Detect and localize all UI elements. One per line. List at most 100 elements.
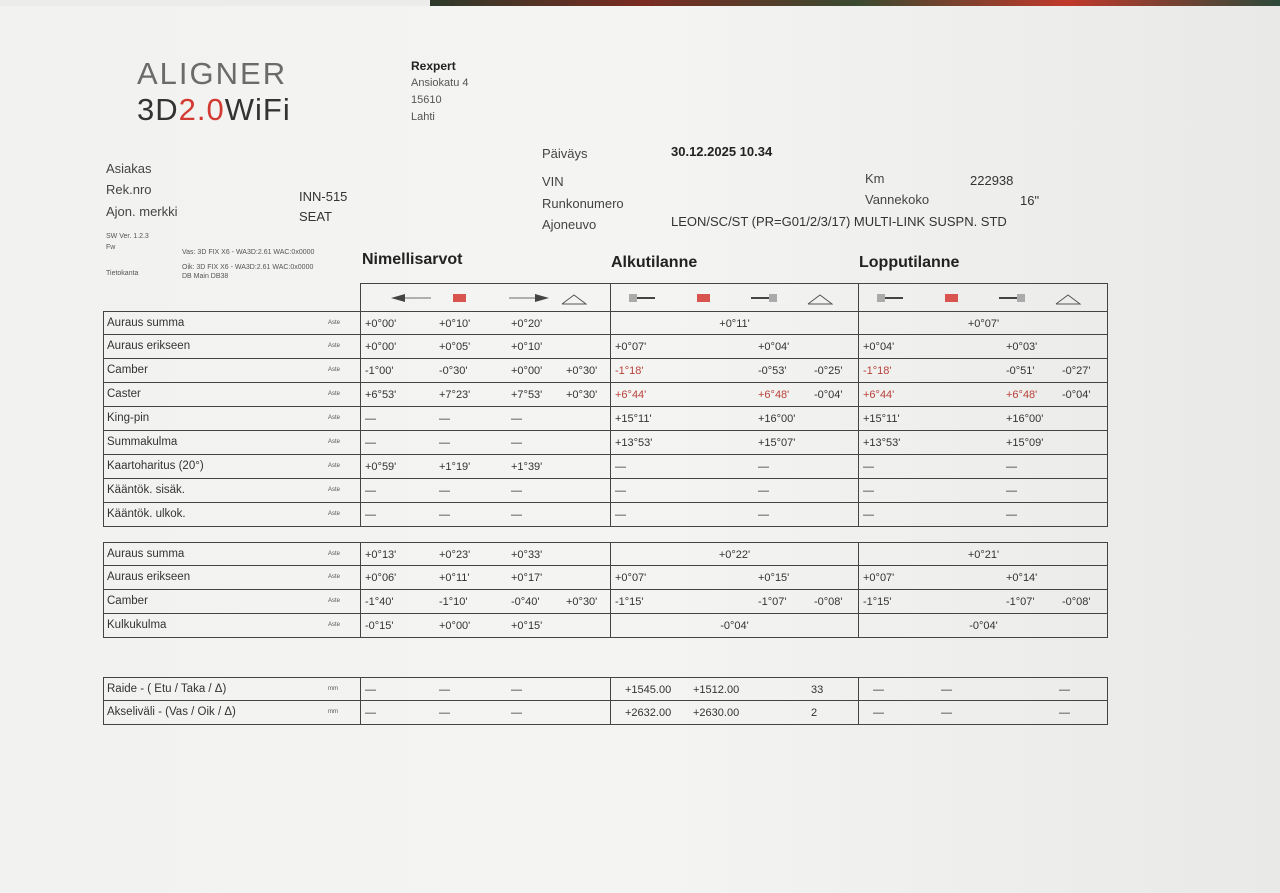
final-cell: -1°15' -1°07' -0°08' xyxy=(859,590,1108,613)
nominal-value: — xyxy=(439,707,450,719)
nominal-value: -0°40' xyxy=(511,596,540,608)
nominal-value: +0°15' xyxy=(511,620,543,632)
total-value: +0°22' xyxy=(718,549,751,561)
nominal-cell: +0°06' +0°11' +0°17' xyxy=(361,566,611,589)
right-value: +15°09' xyxy=(1006,437,1044,449)
initial-cell: +0°07' +0°04' xyxy=(611,335,859,358)
unit-label: Aste xyxy=(328,320,341,326)
vehicle-label: Ajoneuvo xyxy=(542,217,597,232)
plate-label: Rek.nro xyxy=(106,182,152,197)
right-value: +15°07' xyxy=(758,437,796,449)
left-value: — xyxy=(615,485,626,497)
right-value: — xyxy=(1006,485,1017,497)
table-row: Camber Aste -1°40' -1°10' -0°40' +0°30' -1°15'… xyxy=(103,590,1108,614)
logo-3d-wifi: 3D2.0WiFi xyxy=(137,92,291,128)
diff-value: -0°08' xyxy=(1062,596,1091,608)
right-value: +0°03' xyxy=(1006,341,1038,353)
section-initial: Alkutilanne xyxy=(611,254,698,271)
diff-value: -0°25' xyxy=(814,365,843,377)
km-value: 222938 xyxy=(970,173,1014,188)
row-label-cell: Camber Aste xyxy=(104,359,361,382)
triangle-icon xyxy=(1055,294,1081,305)
triangle-icon xyxy=(807,294,833,305)
nominal-cell: — — — xyxy=(361,503,611,526)
row-label-cell: Kulkukulma Aste xyxy=(104,614,361,637)
nominal-cell: — — — xyxy=(361,431,611,454)
nominal-value: -1°10' xyxy=(439,596,468,608)
nominal-value: +0°00' xyxy=(365,318,397,330)
right-value: +0°04' xyxy=(758,341,790,353)
table-row: Auraus erikseen Aste +0°06' +0°11' +0°17' +0°… xyxy=(103,566,1108,590)
nominal-value: -0°30' xyxy=(439,365,468,377)
left-value: +13°53' xyxy=(615,437,653,449)
nominal-value: +7°23' xyxy=(439,389,471,401)
initial-cell: — — xyxy=(611,455,859,478)
triangle-icon xyxy=(561,294,587,305)
nominal-value: — xyxy=(511,413,522,425)
nominal-value: — xyxy=(365,707,376,719)
left-value: -1°18' xyxy=(863,365,892,377)
final-cell: — — — xyxy=(859,678,1108,700)
nominal-cell: +6°53' +7°23' +7°53' +0°30' xyxy=(361,383,611,406)
company-name: Rexpert xyxy=(411,59,456,73)
initial-cell: +0°11' xyxy=(611,312,859,334)
left-wheel-icon xyxy=(629,294,655,302)
nominal-icons xyxy=(361,284,611,311)
unit-label: Aste xyxy=(328,367,341,373)
parameter-name: Raide - ( Etu / Taka / Δ) xyxy=(107,683,227,695)
red-square-icon xyxy=(945,294,958,302)
right-value: — xyxy=(758,461,769,473)
final-cell: — — xyxy=(859,503,1108,526)
row-label-cell: Summakulma Aste xyxy=(104,431,361,454)
row-label-cell: Camber Aste xyxy=(104,590,361,613)
left-value: +15°11' xyxy=(863,413,900,425)
table-row: Auraus summa Aste +0°00' +0°10' +0°20' +0°11'… xyxy=(103,311,1108,335)
nominal-value: -0°15' xyxy=(365,620,394,632)
parameter-name: Auraus erikseen xyxy=(107,571,191,583)
nominal-cell: — — — xyxy=(361,479,611,502)
logo-aligner: ALIGNER xyxy=(137,56,288,91)
table-row: Raide - ( Etu / Taka / Δ) mm — — — +1545.00 +1… xyxy=(103,677,1108,701)
table-row: King-pin Aste — — — +15°11' +16°00' +15°11' +16°… xyxy=(103,407,1108,431)
right-wheel-icon xyxy=(751,294,777,302)
nominal-value: +0°30' xyxy=(566,596,598,608)
left-value: +13°53' xyxy=(863,437,901,449)
left-value: +6°44' xyxy=(863,389,895,401)
right-wheel-icon xyxy=(999,294,1025,302)
total-value: -0°04' xyxy=(720,620,749,632)
left-value: — xyxy=(615,509,626,521)
final-cell: +0°21' xyxy=(859,543,1108,565)
nominal-cell: +0°00' +0°05' +0°10' xyxy=(361,335,611,358)
vin-label: VIN xyxy=(542,174,564,189)
customer-label: Asiakas xyxy=(106,161,152,176)
right-value: +0°14' xyxy=(1006,572,1038,584)
nominal-value: — xyxy=(365,684,376,696)
row-label-cell: Auraus summa Aste xyxy=(104,312,361,334)
km-label: Km xyxy=(865,171,885,186)
unit-label: Aste xyxy=(328,511,341,517)
nominal-value: +0°05' xyxy=(439,341,471,353)
left-value: — xyxy=(863,461,874,473)
nominal-cell: — — — xyxy=(361,678,611,700)
parameter-name: Auraus summa xyxy=(107,317,185,329)
nominal-value: +0°00' xyxy=(439,620,471,632)
row-label-cell: Kaartoharitus (20°) Aste xyxy=(104,455,361,478)
initial-cell: +15°11' +16°00' xyxy=(611,407,859,430)
left-value: +0°07' xyxy=(615,572,647,584)
unit-label: Aste xyxy=(328,487,341,493)
nominal-value: — xyxy=(439,684,450,696)
nominal-cell: +0°00' +0°10' +0°20' xyxy=(361,312,611,334)
section-nominal: Nimellisarvot xyxy=(362,251,463,268)
table-row: Summakulma Aste — — — +13°53' +15°07' +13°53' +1… xyxy=(103,431,1108,455)
alignment-report-paper xyxy=(0,6,1280,893)
left-value: +0°07' xyxy=(863,572,895,584)
right-value: -0°53' xyxy=(758,365,787,377)
table-icon-header xyxy=(360,283,1108,311)
make-label: Ajon. merkki xyxy=(106,204,178,219)
fw-right: Oik: 3D FIX X6 - WA3D:2.61 WAC:0x0000 xyxy=(182,264,314,271)
total-value: +0°21' xyxy=(967,549,1000,561)
left-value: -1°18' xyxy=(615,365,644,377)
nominal-value: +6°53' xyxy=(365,389,397,401)
left-value: — xyxy=(863,485,874,497)
table-row: Auraus summa Aste +0°13' +0°23' +0°33' +0°22'… xyxy=(103,542,1108,566)
